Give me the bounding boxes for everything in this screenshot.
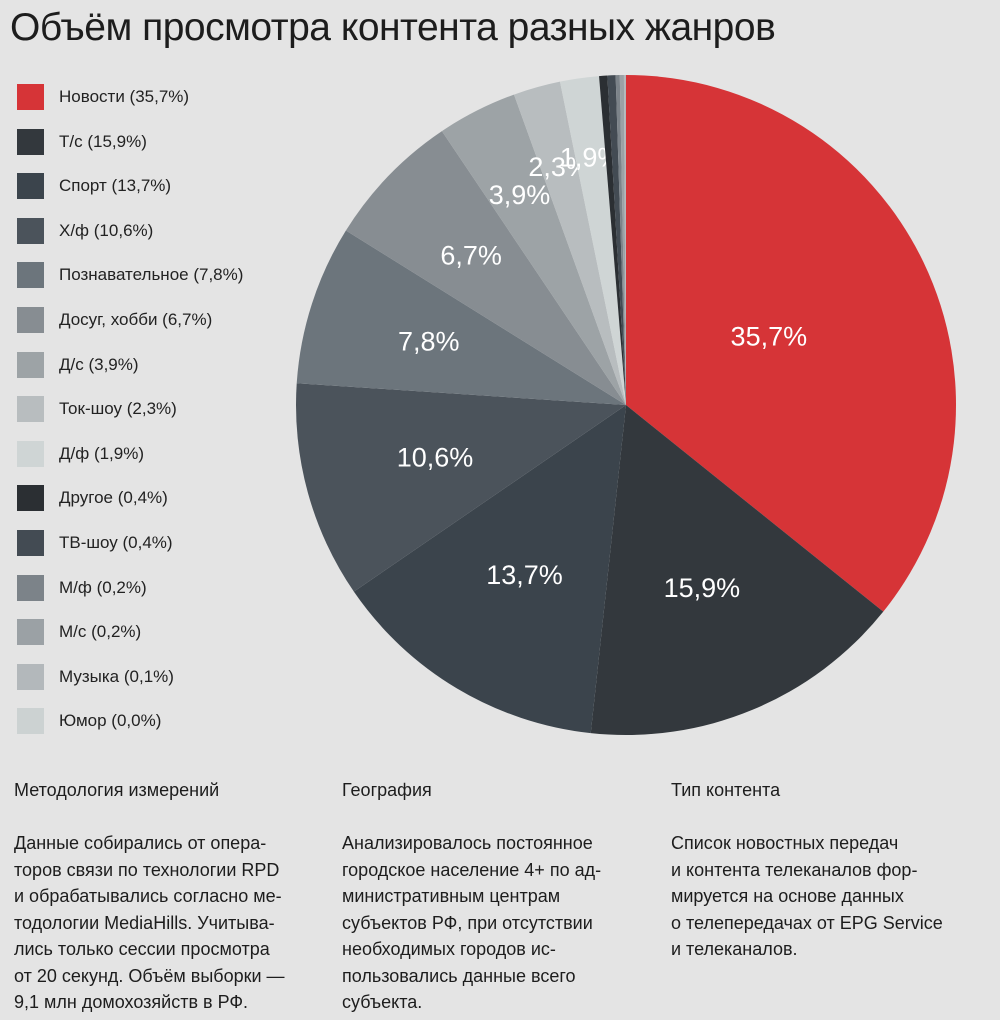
slice-label: 6,7%	[440, 240, 502, 270]
legend-swatch	[17, 574, 44, 601]
legend-label: Юмор (0,0%)	[59, 711, 162, 731]
legend-item: М/с (0,2%)	[17, 619, 142, 646]
pie-slice	[296, 230, 626, 405]
legend-label: Ток-шоу (2,3%)	[59, 399, 177, 419]
legend-item: Другое (0,4%)	[17, 485, 168, 512]
legend-label: Досуг, хобби (6,7%)	[59, 310, 213, 329]
slice-label: 35,7%	[731, 322, 808, 352]
info-text: Список новостных передач и контента теле…	[671, 833, 943, 959]
pie-slice	[441, 94, 626, 405]
info-content-type: Тип контента Список новостных передач и …	[671, 780, 971, 963]
legend-label: М/ф (0,2%)	[59, 577, 147, 597]
legend-swatch	[17, 485, 44, 512]
info-heading: Методология измерений	[14, 780, 220, 800]
pie-slice	[626, 75, 956, 612]
pie-slice	[615, 75, 626, 405]
legend-swatch	[17, 530, 44, 556]
legend-swatch	[17, 440, 44, 467]
pie-slice	[514, 81, 626, 406]
slice-label: 13,7%	[486, 560, 563, 590]
legend-label: Спорт (13,7%)	[59, 176, 172, 196]
pie-slice	[619, 75, 626, 406]
pie-slice	[353, 405, 626, 734]
slice-label: 15,9%	[664, 573, 741, 603]
legend-swatch	[17, 262, 44, 289]
chart-title: Объём просмотра контента разных жанров	[10, 6, 776, 49]
legend-label: Х/ф (10,6%)	[59, 220, 154, 240]
legend-swatch	[17, 217, 44, 244]
legend-label: Музыка (0,1%)	[59, 666, 174, 686]
legend-item: Юмор (0,0%)	[17, 708, 162, 735]
legend-item: Досуг, хобби (6,7%)	[17, 307, 212, 333]
legend-item: Спорт (13,7%)	[17, 173, 172, 200]
legend-label: ТВ-шоу (0,4%)	[59, 533, 173, 552]
legend-item: М/ф (0,2%)	[17, 574, 147, 601]
legend-swatch	[17, 396, 44, 423]
legend-label: Познавательное (7,8%)	[59, 265, 244, 285]
legend-item: Познавательное (7,8%)	[17, 262, 244, 289]
legend-label: Д/с (3,9%)	[59, 354, 139, 374]
info-methodology: Методология измерений Данные собирались …	[14, 780, 314, 1016]
legend-item: Музыка (0,1%)	[17, 663, 174, 690]
legend-label: Новости (35,7%)	[59, 87, 190, 106]
info-heading: Тип контента	[671, 780, 781, 800]
pie-slice	[607, 75, 626, 406]
legend-label: М/с (0,2%)	[59, 622, 142, 642]
legend-item: Т/с (15,9%)	[17, 128, 147, 155]
info-geography: География Анализировалось постоянное гор…	[342, 780, 642, 1016]
legend-swatch	[17, 708, 44, 735]
legend-item: ТВ-шоу (0,4%)	[17, 530, 173, 556]
pie-slice	[296, 383, 626, 592]
legend-item: Д/с (3,9%)	[17, 351, 139, 378]
pie-slice	[590, 405, 884, 735]
pie-slice	[345, 131, 626, 406]
legend-item: Х/ф (10,6%)	[17, 217, 154, 244]
info-text: Анализировалось постоянное городское нас…	[342, 833, 602, 1012]
slice-label: 10,6%	[397, 442, 474, 472]
legend-item: Д/ф (1,9%)	[17, 440, 145, 467]
slice-label: 7,8%	[398, 326, 460, 356]
info-heading: География	[342, 780, 432, 800]
legend-swatch	[17, 663, 44, 690]
legend-label: Д/ф (1,9%)	[59, 443, 145, 463]
legend-label: Другое (0,4%)	[59, 488, 168, 508]
legend-swatch	[17, 351, 44, 378]
legend-swatch	[17, 128, 44, 155]
legend-item: Ток-шоу (2,3%)	[17, 396, 177, 423]
legend-swatch	[17, 619, 44, 646]
pie-slice	[599, 75, 626, 405]
legend-item: Новости (35,7%)	[17, 84, 189, 110]
pie-slice	[623, 75, 626, 405]
legend-swatch	[17, 173, 44, 200]
info-text: Данные собирались от опера- торов связи …	[14, 833, 285, 1012]
legend-swatch	[17, 307, 44, 333]
legend-label: Т/с (15,9%)	[59, 131, 147, 151]
pie-slice	[559, 76, 626, 406]
slice-label: 3,9%	[489, 180, 551, 210]
legend-swatch	[17, 84, 44, 110]
